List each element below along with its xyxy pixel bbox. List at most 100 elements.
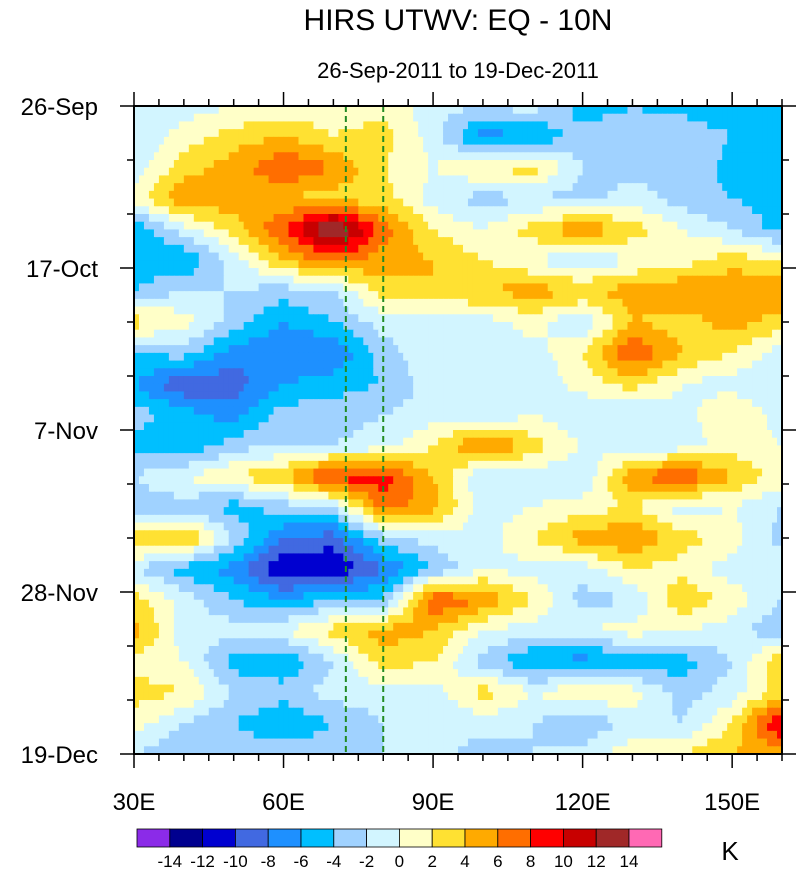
heatmap-cell xyxy=(218,121,225,130)
heatmap-cell xyxy=(138,306,145,315)
heatmap-cell xyxy=(512,314,519,323)
heatmap-cell xyxy=(193,106,200,115)
heatmap-cell xyxy=(238,391,245,400)
heatmap-cell xyxy=(757,190,763,200)
heatmap-cell xyxy=(657,391,663,400)
heatmap-cell xyxy=(627,221,634,231)
heatmap-cell xyxy=(383,352,389,362)
heatmap-cell xyxy=(572,113,579,123)
heatmap-cell xyxy=(448,291,454,300)
heatmap-cell xyxy=(572,329,579,339)
heatmap-cell xyxy=(482,206,489,215)
heatmap-cell xyxy=(512,283,519,292)
heatmap-cell xyxy=(662,368,668,377)
heatmap-cell xyxy=(283,360,290,369)
heatmap-cell xyxy=(572,298,579,308)
heatmap-cell xyxy=(163,121,170,130)
heatmap-cell xyxy=(248,221,255,231)
heatmap-cell xyxy=(443,360,449,369)
heatmap-cell xyxy=(697,229,703,238)
heatmap-cell xyxy=(303,129,310,138)
heatmap-cell xyxy=(542,167,549,177)
heatmap-cell xyxy=(477,360,484,369)
heatmap-cell xyxy=(682,152,688,161)
heatmap-cell xyxy=(173,244,180,254)
heatmap-cell xyxy=(433,306,439,315)
heatmap-cell xyxy=(278,306,285,315)
heatmap-cell xyxy=(762,360,768,369)
heatmap-cell xyxy=(143,206,150,215)
heatmap-cell xyxy=(747,298,753,308)
heatmap-cell xyxy=(173,144,180,153)
heatmap-cell xyxy=(298,322,305,331)
heatmap-cell xyxy=(722,214,728,223)
heatmap-cell xyxy=(218,260,225,269)
heatmap-cell xyxy=(273,198,280,207)
heatmap-cell xyxy=(143,113,150,123)
heatmap-cell xyxy=(318,268,325,277)
heatmap-cell xyxy=(168,152,175,161)
heatmap-cell xyxy=(323,167,329,177)
heatmap-cell xyxy=(737,129,743,138)
heatmap-cell xyxy=(672,221,678,231)
heatmap-cell xyxy=(742,198,748,207)
heatmap-cell xyxy=(168,106,175,115)
heatmap-cell xyxy=(692,244,698,254)
heatmap-cell xyxy=(472,329,479,339)
heatmap-cell xyxy=(253,268,260,277)
heatmap-cell xyxy=(338,383,344,393)
heatmap-cell xyxy=(732,275,738,285)
heatmap-cell xyxy=(507,252,514,261)
heatmap-cell xyxy=(428,229,434,238)
heatmap-cell xyxy=(602,167,609,177)
heatmap-cell xyxy=(582,136,589,146)
heatmap-cell xyxy=(393,167,399,177)
heatmap-cell xyxy=(492,275,499,285)
heatmap-cell xyxy=(742,352,748,362)
heatmap-cell xyxy=(522,214,529,223)
heatmap-cell xyxy=(278,160,285,169)
heatmap-cell xyxy=(148,306,155,315)
heatmap-cell xyxy=(702,121,708,130)
heatmap-cell xyxy=(288,183,295,192)
heatmap-cell xyxy=(472,244,479,254)
heatmap-cell xyxy=(368,244,374,254)
heatmap-cell xyxy=(547,121,554,130)
heatmap-cell xyxy=(477,190,484,200)
heatmap-cell xyxy=(353,399,359,408)
heatmap-cell xyxy=(622,260,629,269)
heatmap-cell xyxy=(612,229,619,238)
heatmap-cell xyxy=(218,352,225,362)
heatmap-cell xyxy=(612,136,619,146)
heatmap-cell xyxy=(258,399,265,408)
heatmap-cell xyxy=(502,298,509,308)
heatmap-cell xyxy=(757,260,763,269)
heatmap-cell xyxy=(482,352,489,362)
heatmap-cell xyxy=(248,167,255,177)
heatmap-cell xyxy=(612,252,619,261)
heatmap-cell xyxy=(772,268,778,277)
heatmap-cell xyxy=(662,144,668,153)
heatmap-cell xyxy=(448,268,454,277)
heatmap-cell xyxy=(233,306,240,315)
heatmap-cell xyxy=(632,368,639,377)
heatmap-cell xyxy=(338,306,344,315)
heatmap-cell xyxy=(408,152,414,161)
heatmap-cell xyxy=(502,252,509,261)
heatmap-cell xyxy=(338,391,344,400)
heatmap-cell xyxy=(657,352,663,362)
heatmap-cell xyxy=(737,183,743,192)
heatmap-cell xyxy=(303,291,310,300)
heatmap-cell xyxy=(293,221,300,231)
heatmap-cell xyxy=(772,221,778,231)
heatmap-cell xyxy=(138,113,145,123)
heatmap-cell xyxy=(168,268,175,277)
heatmap-cell xyxy=(373,190,379,200)
heatmap-cell xyxy=(403,329,409,339)
heatmap-cell xyxy=(682,322,688,331)
heatmap-cell xyxy=(293,306,300,315)
heatmap-cell xyxy=(238,244,245,254)
heatmap-cell xyxy=(408,198,414,207)
heatmap-cell xyxy=(403,198,409,207)
heatmap-cell xyxy=(233,129,240,138)
